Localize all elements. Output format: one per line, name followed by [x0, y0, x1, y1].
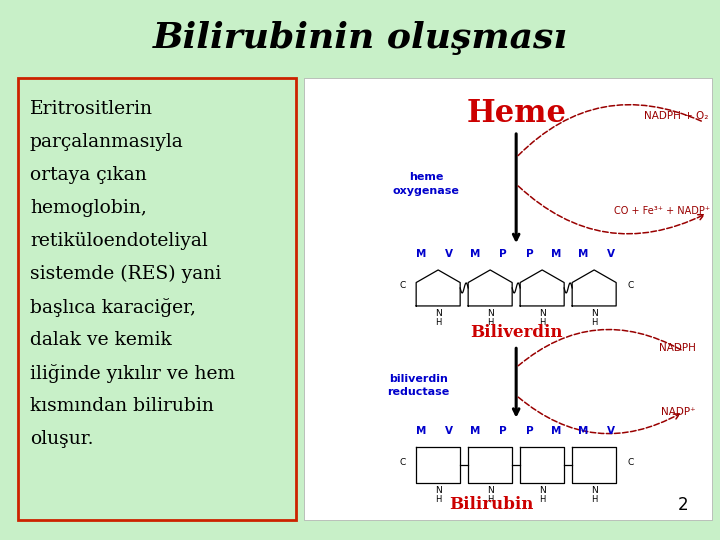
Text: M: M [552, 249, 562, 259]
Text: C: C [627, 281, 634, 290]
Text: V: V [445, 249, 453, 259]
Text: N: N [591, 309, 598, 319]
Text: M: M [552, 426, 562, 436]
Text: H: H [591, 495, 598, 504]
Text: CO + Fe³⁺ + NADP⁺: CO + Fe³⁺ + NADP⁺ [614, 206, 710, 215]
Text: H: H [539, 495, 545, 504]
Text: H: H [487, 495, 493, 504]
Text: P: P [526, 249, 534, 259]
Text: dalak ve kemik: dalak ve kemik [30, 331, 172, 349]
Text: H: H [435, 495, 441, 504]
Text: N: N [539, 309, 546, 319]
Text: P: P [499, 249, 506, 259]
Text: M: M [470, 249, 481, 259]
Text: oluşur.: oluşur. [30, 430, 94, 448]
Bar [304, 78, 712, 520]
Text: H: H [487, 319, 493, 327]
Text: ortaya çıkan: ortaya çıkan [30, 166, 147, 184]
Text: NADPH: NADPH [659, 342, 696, 353]
Text: P: P [526, 426, 534, 436]
Text: C: C [399, 458, 405, 467]
Text: N: N [487, 486, 493, 495]
Text: M: M [416, 426, 427, 436]
Text: H: H [591, 319, 598, 327]
Text: başlıca karaciğer,: başlıca karaciğer, [30, 298, 196, 317]
Text: iliğinde yıkılır ve hem: iliğinde yıkılır ve hem [30, 364, 235, 383]
Text: Biliverdin: Biliverdin [470, 323, 562, 341]
Text: V: V [445, 426, 453, 436]
Text: NADPH + O₂: NADPH + O₂ [644, 111, 708, 120]
Text: M: M [416, 249, 427, 259]
Text: N: N [435, 486, 441, 495]
Text: Bilirubin: Bilirubin [449, 496, 534, 513]
Text: C: C [399, 281, 405, 290]
Text: M: M [578, 426, 589, 436]
Text: N: N [435, 309, 441, 319]
Text: biliverdin
reductase: biliverdin reductase [387, 374, 449, 397]
Text: NADP⁺: NADP⁺ [661, 407, 696, 417]
Text: P: P [499, 426, 506, 436]
Text: H: H [539, 319, 545, 327]
Text: heme
oxygenase: heme oxygenase [393, 172, 460, 195]
Text: N: N [591, 486, 598, 495]
Text: Heme: Heme [466, 98, 566, 129]
Text: M: M [470, 426, 481, 436]
Text: V: V [607, 249, 615, 259]
Text: kısmından bilirubin: kısmından bilirubin [30, 397, 214, 415]
Text: N: N [487, 309, 493, 319]
Text: parçalanmasıyla: parçalanmasıyla [30, 133, 184, 151]
Text: V: V [607, 426, 615, 436]
Text: retiküloendoteliyal: retiküloendoteliyal [30, 232, 208, 250]
Text: Eritrositlerin: Eritrositlerin [30, 100, 153, 118]
Text: 2: 2 [678, 496, 689, 514]
Text: hemoglobin,: hemoglobin, [30, 199, 147, 217]
Text: M: M [578, 249, 589, 259]
Text: sistemde (RES) yani: sistemde (RES) yani [30, 265, 221, 284]
Bar [18, 78, 296, 520]
Text: N: N [539, 486, 546, 495]
Text: C: C [627, 458, 634, 467]
Text: H: H [435, 319, 441, 327]
Text: Bilirubinin oluşması: Bilirubinin oluşması [153, 21, 567, 55]
